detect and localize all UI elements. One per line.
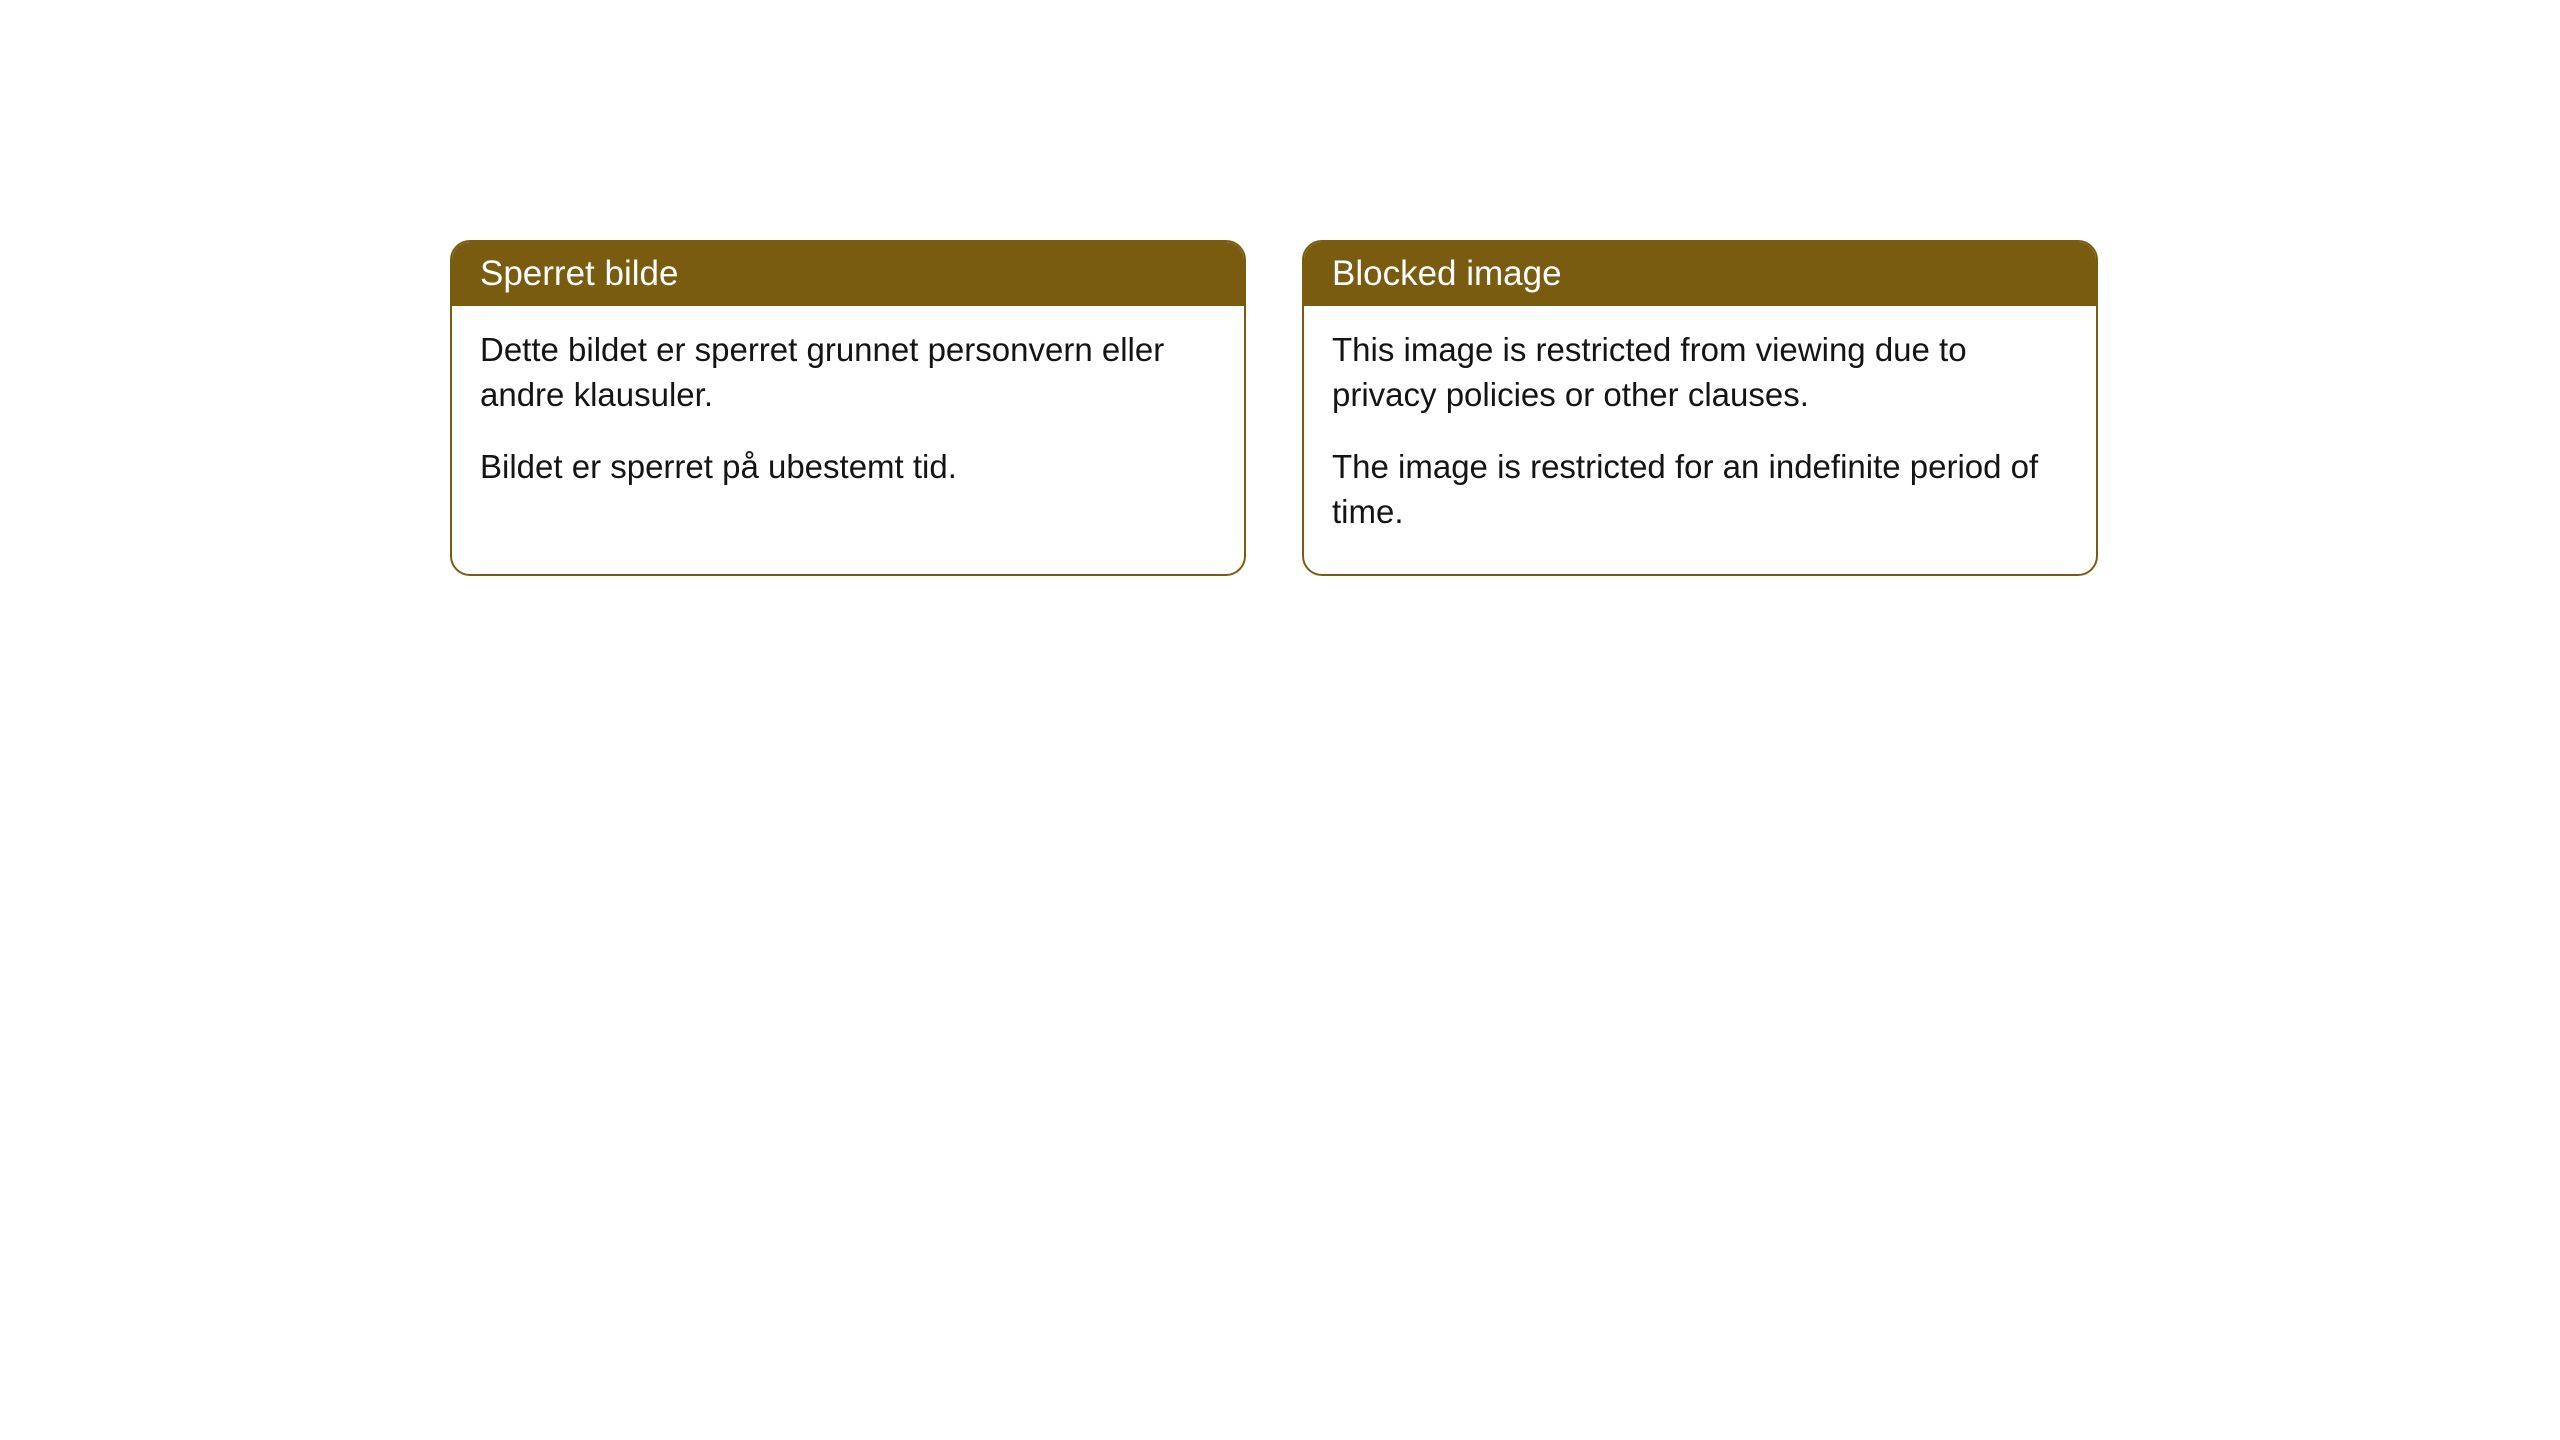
card-paragraph-en-2: The image is restricted for an indefinit…: [1332, 445, 2068, 534]
blocked-image-card-en: Blocked image This image is restricted f…: [1302, 240, 2098, 576]
card-body-en: This image is restricted from viewing du…: [1304, 306, 2096, 574]
card-header-no: Sperret bilde: [452, 242, 1244, 306]
card-paragraph-no-1: Dette bildet er sperret grunnet personve…: [480, 328, 1216, 417]
blocked-image-card-no: Sperret bilde Dette bildet er sperret gr…: [450, 240, 1246, 576]
card-header-en: Blocked image: [1304, 242, 2096, 306]
card-paragraph-no-2: Bildet er sperret på ubestemt tid.: [480, 445, 1216, 490]
card-body-no: Dette bildet er sperret grunnet personve…: [452, 306, 1244, 530]
card-paragraph-en-1: This image is restricted from viewing du…: [1332, 328, 2068, 417]
notice-cards-container: Sperret bilde Dette bildet er sperret gr…: [450, 240, 2560, 576]
